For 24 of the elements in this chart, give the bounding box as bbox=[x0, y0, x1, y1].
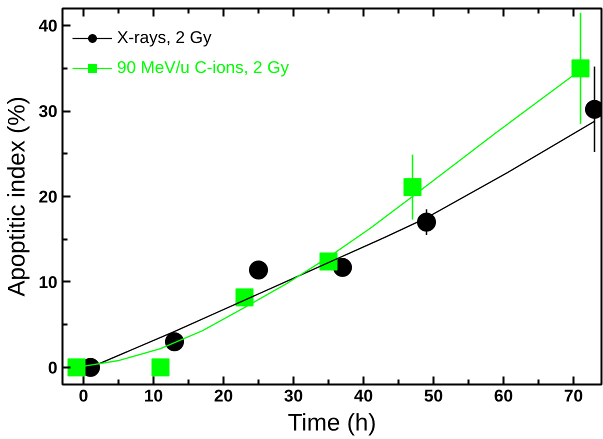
point bbox=[572, 59, 590, 78]
x-tick-label: 0 bbox=[78, 386, 88, 406]
legend-label: 90 MeV/u C-ions, 2 Gy bbox=[117, 58, 289, 78]
y-tick-label: 30 bbox=[38, 102, 58, 122]
point bbox=[249, 260, 268, 280]
x-tick-label: 20 bbox=[214, 386, 233, 406]
point bbox=[417, 212, 436, 232]
x-tick-label: 50 bbox=[424, 386, 443, 406]
y-tick-label: 10 bbox=[38, 272, 58, 292]
y-tick-label: 40 bbox=[38, 16, 58, 36]
legend-label: X-rays, 2 Gy bbox=[117, 28, 212, 48]
point bbox=[68, 358, 86, 376]
y-axis-title: Apoptitic index (%) bbox=[4, 96, 31, 297]
point bbox=[165, 332, 184, 352]
y-tick-label: 0 bbox=[48, 358, 58, 378]
x-tick-label: 60 bbox=[494, 386, 513, 406]
x-tick-label: 10 bbox=[144, 386, 163, 406]
y-tick-label: 20 bbox=[38, 188, 58, 206]
x-tick-label: 30 bbox=[284, 386, 303, 406]
x-axis-title: Time (h) bbox=[288, 410, 376, 436]
point bbox=[404, 178, 422, 196]
x-tick-label: 40 bbox=[354, 386, 373, 406]
x-tick-label: 70 bbox=[564, 386, 583, 406]
point bbox=[152, 358, 170, 376]
